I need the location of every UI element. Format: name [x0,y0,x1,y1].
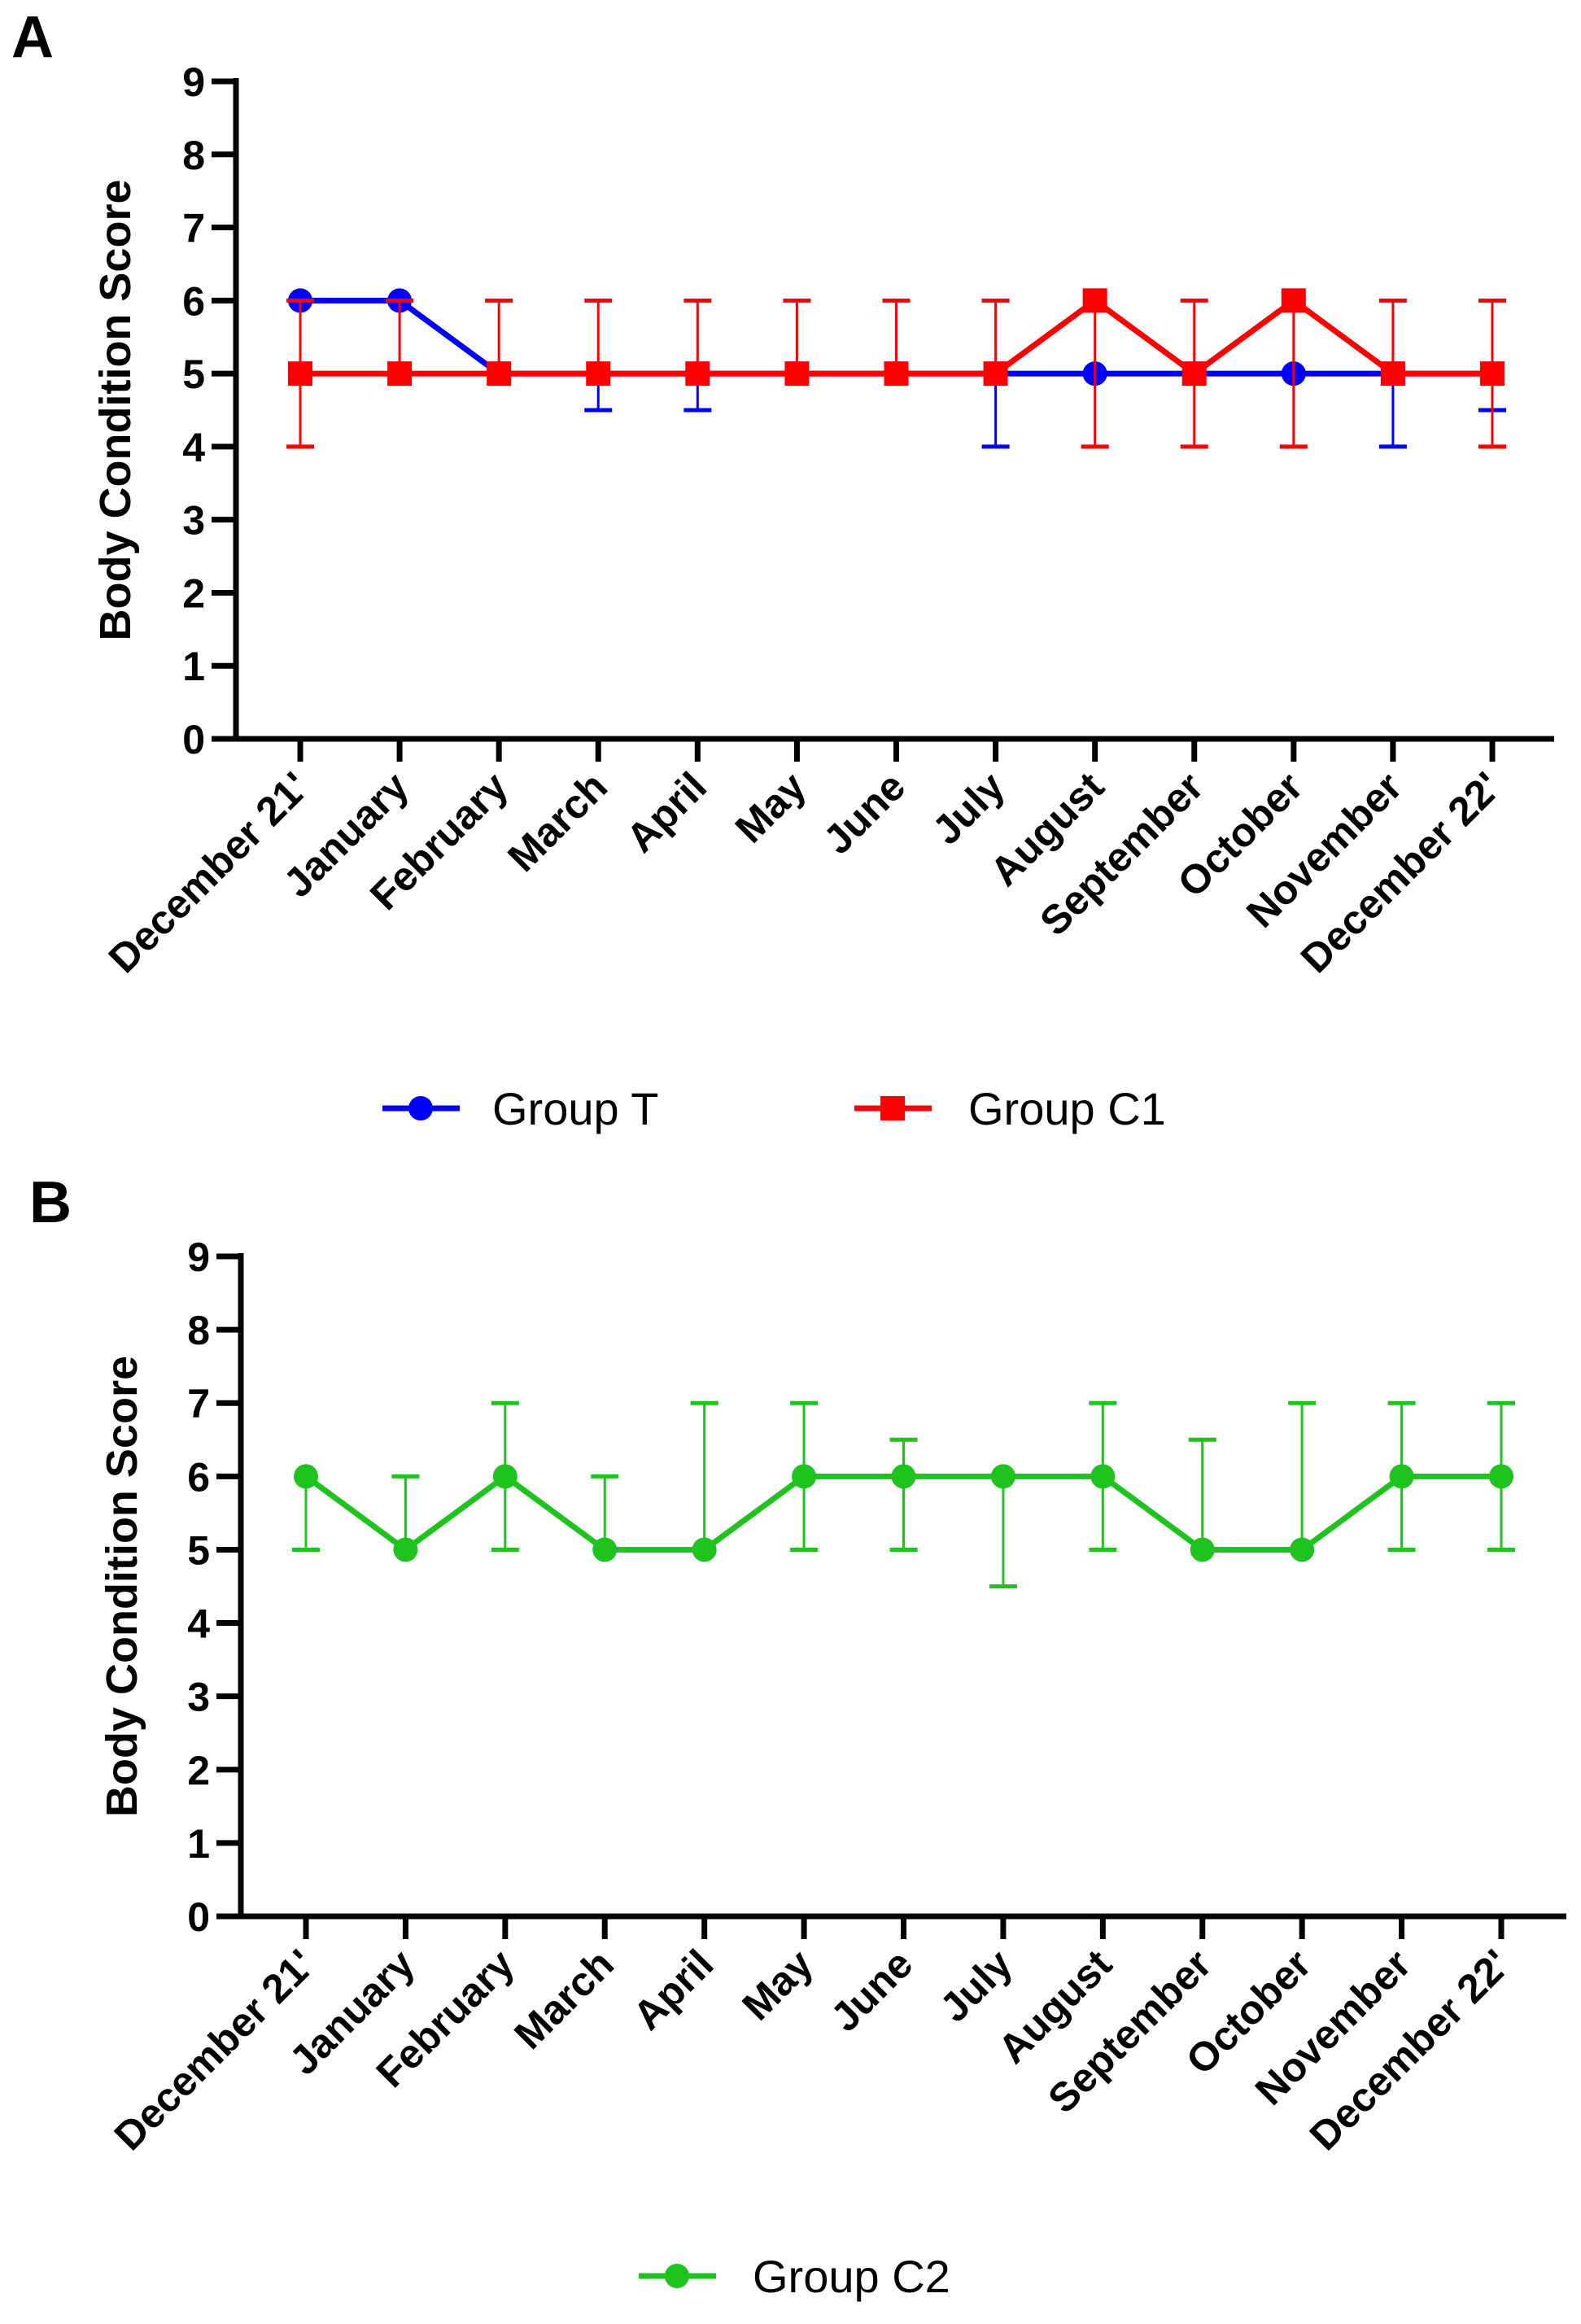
y-tick-label: 6 [182,278,205,324]
x-tick-label: March [505,1941,622,2058]
data-point [586,361,611,387]
data-point [1389,1464,1414,1489]
y-tick-label: 3 [187,1675,210,1720]
data-point [685,361,710,387]
legend-item: Group C1 [854,1083,1166,1134]
y-tick-label: 9 [187,1234,210,1280]
legend-marker [665,2264,689,2288]
x-tick-label: April [624,1941,722,2038]
data-point [592,1537,618,1562]
data-point [692,1537,717,1562]
legend-marker [880,1096,905,1120]
x-tick-label: July [931,1941,1020,2030]
data-point [792,1464,817,1489]
y-tick-label: 0 [187,1894,210,1940]
y-tick-label: 5 [182,352,205,397]
y-tick-label: 7 [182,206,205,251]
y-tick-label: 9 [182,59,205,105]
x-tick-label: March [499,763,616,880]
y-axis-label: Body Condition Score [98,1356,146,1817]
y-tick-label: 7 [187,1381,210,1426]
data-point [784,361,810,387]
x-tick-label: June [822,1941,921,2040]
data-point [983,361,1008,387]
x-tick-label: May [727,763,815,852]
data-point [884,361,909,387]
data-point [1380,361,1405,387]
data-point [1489,1464,1513,1489]
legend-label: Group T [492,1083,658,1134]
y-tick-label: 1 [182,644,205,689]
data-point [1082,288,1107,313]
x-tick-label: April [618,763,715,861]
data-point [990,1464,1015,1489]
y-axis-label: Body Condition Score [91,180,140,641]
data-point [294,1464,318,1489]
y-tick-label: 4 [187,1601,210,1647]
y-tick-label: 2 [187,1748,210,1793]
data-point [1480,361,1505,387]
panel-label: A [11,5,54,70]
y-tick-label: 2 [182,570,205,616]
data-point [393,1537,418,1562]
legend-label: Group C1 [968,1083,1166,1134]
legend-label: Group C2 [753,2251,950,2302]
y-tick-label: 8 [182,133,205,178]
y-tick-label: 1 [187,1821,210,1867]
data-point [1281,288,1306,313]
data-point [487,361,512,387]
series-group-c1 [286,288,1506,449]
y-tick-label: 4 [182,425,205,470]
series-group-c2 [292,1400,1515,1588]
data-point [1090,1464,1116,1489]
data-point [891,1464,916,1489]
data-point [387,361,413,387]
x-tick-label: May [733,1941,822,2029]
data-point [288,361,312,387]
data-point [1181,361,1207,387]
legend-item: Group T [382,1083,658,1134]
data-point [1290,1537,1315,1562]
data-point [492,1464,518,1489]
panel-label: B [29,1170,72,1235]
x-tick-label: June [815,763,914,863]
x-tick-label: July [924,763,1013,853]
y-tick-label: 5 [187,1527,210,1573]
data-point [1190,1537,1215,1562]
legend-item: Group C2 [639,2251,950,2302]
y-tick-label: 8 [187,1308,210,1353]
y-tick-label: 0 [182,717,205,762]
y-tick-label: 6 [187,1454,210,1500]
legend-marker [408,1096,433,1120]
y-tick-label: 3 [182,498,205,544]
